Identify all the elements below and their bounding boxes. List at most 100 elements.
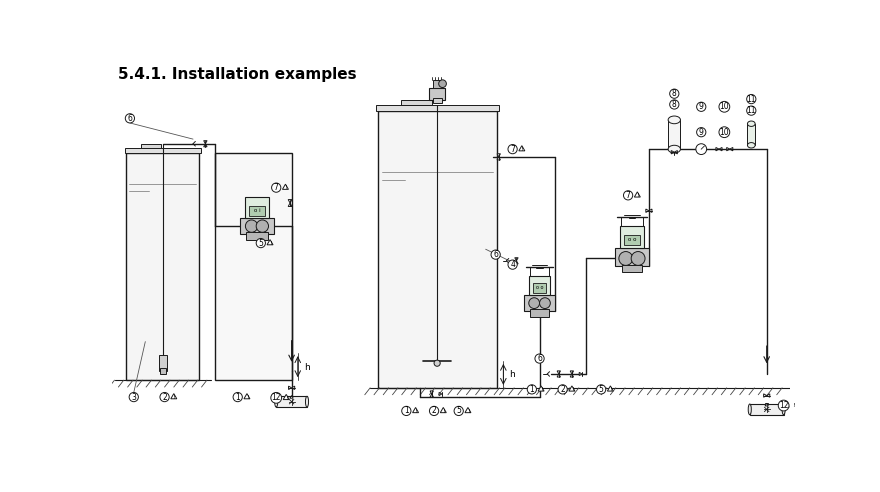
Text: 9: 9 [699,102,704,111]
Circle shape [697,102,706,111]
Circle shape [256,220,268,232]
Text: 7: 7 [510,145,515,154]
Circle shape [508,260,517,269]
Polygon shape [716,148,719,151]
Polygon shape [203,141,207,144]
Ellipse shape [748,404,752,415]
Circle shape [401,406,411,416]
Circle shape [623,191,633,200]
Text: 5: 5 [259,239,263,247]
Circle shape [434,360,440,366]
Polygon shape [440,407,446,413]
Circle shape [272,183,281,192]
Bar [622,265,642,273]
Text: 9: 9 [699,128,704,137]
Polygon shape [570,374,574,377]
Polygon shape [730,148,733,151]
Text: 5: 5 [456,406,461,415]
Circle shape [746,106,756,115]
Bar [620,226,644,247]
Text: !: ! [636,193,639,198]
Polygon shape [288,203,292,207]
Text: !: ! [570,387,573,392]
Circle shape [619,251,633,265]
Text: !: ! [414,409,417,414]
Circle shape [454,406,464,416]
Text: !: ! [466,409,469,414]
Bar [401,100,432,105]
Circle shape [529,298,539,308]
Text: 6: 6 [537,354,542,363]
Text: 2: 2 [432,406,436,415]
Circle shape [527,385,537,394]
Text: !: ! [172,395,175,400]
Text: 1: 1 [530,385,534,394]
Polygon shape [171,394,177,399]
Text: o o: o o [536,285,543,290]
Polygon shape [430,394,434,397]
Ellipse shape [668,116,680,123]
Bar [240,218,274,234]
Circle shape [746,94,756,104]
Polygon shape [579,372,582,375]
Polygon shape [719,148,722,151]
Polygon shape [634,192,641,197]
Circle shape [697,127,706,137]
Text: !: ! [792,403,794,408]
Polygon shape [515,258,518,261]
Ellipse shape [305,396,309,407]
Polygon shape [290,396,293,398]
Text: !: ! [246,395,248,400]
Polygon shape [439,393,442,396]
Polygon shape [727,148,730,151]
Ellipse shape [275,396,278,407]
Circle shape [539,298,550,308]
Polygon shape [413,407,419,413]
Circle shape [670,89,679,98]
Circle shape [535,354,544,363]
Circle shape [125,114,135,123]
Text: !: ! [285,396,288,400]
Circle shape [246,220,258,232]
Bar [276,396,307,407]
Polygon shape [267,240,273,245]
Polygon shape [790,402,796,407]
Ellipse shape [747,143,755,148]
Bar [215,153,291,380]
Circle shape [129,393,138,401]
Text: 2: 2 [561,385,565,394]
Polygon shape [538,386,544,391]
Circle shape [719,127,730,138]
Bar [747,123,755,145]
Polygon shape [568,386,575,391]
Text: 3: 3 [131,393,136,401]
Bar [159,356,167,371]
Text: !: ! [268,241,271,246]
Polygon shape [570,371,574,374]
Polygon shape [497,154,501,157]
Text: 10: 10 [720,128,730,137]
Circle shape [508,145,517,154]
Bar [532,283,546,293]
Bar [433,98,442,103]
Ellipse shape [782,404,785,415]
Bar [668,120,680,149]
Text: 1: 1 [404,406,408,415]
Text: 11: 11 [746,106,756,115]
Circle shape [429,406,439,416]
Circle shape [719,101,730,112]
Text: o o: o o [627,238,636,243]
Text: !: ! [442,409,444,414]
Circle shape [438,80,446,88]
Polygon shape [288,200,292,203]
Polygon shape [674,151,678,154]
Ellipse shape [747,121,755,126]
Text: 10: 10 [720,102,730,111]
Bar [524,295,555,311]
Text: 5.4.1. Installation examples: 5.4.1. Installation examples [118,67,356,82]
Bar [529,276,550,295]
Circle shape [256,239,266,247]
Bar [615,247,649,266]
Circle shape [160,393,169,401]
Polygon shape [764,394,766,397]
